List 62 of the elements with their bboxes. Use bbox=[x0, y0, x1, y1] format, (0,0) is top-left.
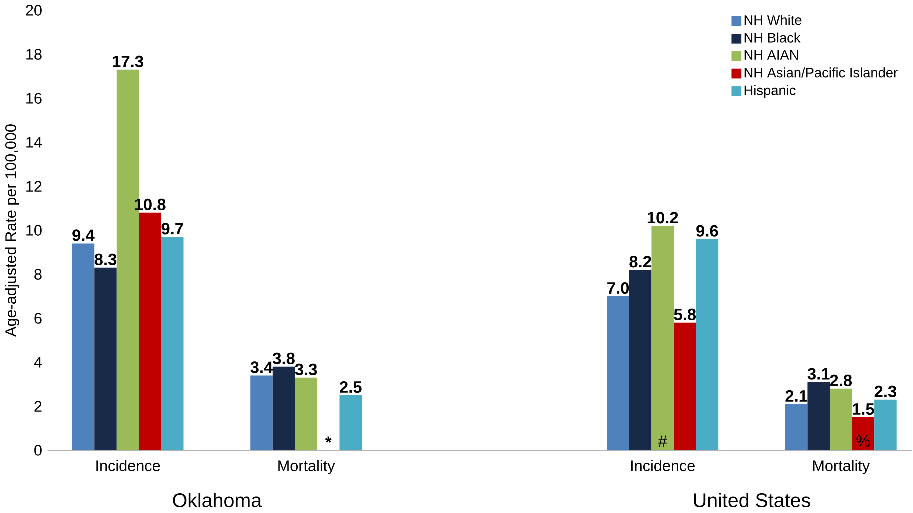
data-label: 2.5 bbox=[340, 382, 362, 394]
data-label: 1.5 bbox=[853, 404, 874, 416]
bar bbox=[696, 239, 719, 451]
bar bbox=[340, 396, 362, 451]
y-tick-label: 10 bbox=[26, 225, 42, 236]
data-label: 3.8 bbox=[273, 353, 295, 365]
legend-label: NH White bbox=[744, 15, 802, 26]
bar bbox=[785, 404, 808, 451]
data-label: 2.8 bbox=[830, 375, 852, 387]
data-label: 2.1 bbox=[786, 390, 808, 402]
data-label: 3.1 bbox=[808, 368, 830, 380]
y-tick-label: 8 bbox=[34, 269, 42, 280]
bar bbox=[874, 400, 897, 451]
legend-label: NH Black bbox=[744, 32, 801, 44]
data-label: 9.7 bbox=[162, 223, 184, 235]
data-label: 10.2 bbox=[648, 212, 678, 224]
bar bbox=[161, 237, 184, 451]
data-label: 8.2 bbox=[630, 256, 652, 268]
y-tick-label: 20 bbox=[26, 5, 42, 16]
text: Oklahoma bbox=[173, 493, 262, 508]
bar bbox=[629, 270, 652, 451]
bar bbox=[272, 367, 296, 451]
bar bbox=[250, 376, 273, 451]
annotation: # bbox=[658, 436, 668, 448]
y-tick-label: 14 bbox=[26, 137, 42, 148]
x-tick-label: Mortality bbox=[278, 460, 336, 475]
annotation: % bbox=[856, 436, 870, 448]
y-tick-label: 18 bbox=[26, 49, 42, 60]
data-label: 2.3 bbox=[874, 386, 897, 398]
text: * bbox=[325, 436, 332, 444]
legend-label: NH AIAN bbox=[744, 50, 798, 60]
data-label: 7.0 bbox=[608, 282, 630, 294]
data-label: 9.4 bbox=[72, 230, 95, 242]
bar bbox=[674, 323, 696, 451]
bar bbox=[295, 378, 318, 451]
y-tick-label: 4 bbox=[34, 357, 42, 368]
legend-label: NH Asian/Pacific Islander bbox=[744, 68, 898, 78]
x-tick-label: Mortality bbox=[813, 460, 870, 475]
bar bbox=[852, 418, 875, 451]
legend-label: Hispanic bbox=[744, 86, 796, 98]
bar bbox=[607, 296, 630, 451]
y-axis-title: Age-adjusted Rate per 100,000 bbox=[5, 124, 20, 338]
data-label: 3.4 bbox=[250, 362, 274, 374]
bar bbox=[830, 389, 852, 451]
y-tick-label: 6 bbox=[34, 313, 42, 324]
bar bbox=[94, 268, 117, 451]
y-tick-label: 16 bbox=[26, 93, 42, 104]
data-label: 9.6 bbox=[696, 225, 718, 238]
data-label: 3.3 bbox=[295, 364, 318, 376]
bar bbox=[139, 213, 162, 451]
bar bbox=[808, 382, 830, 451]
bar bbox=[72, 244, 95, 451]
y-tick-label: 0 bbox=[34, 445, 42, 456]
x-tick-label: Incidence bbox=[631, 460, 695, 472]
bar bbox=[652, 226, 674, 451]
y-tick-label: 2 bbox=[34, 401, 42, 412]
data-label: 5.8 bbox=[674, 309, 696, 321]
data-label: 8.3 bbox=[94, 254, 117, 266]
data-label: 17.3 bbox=[113, 56, 144, 68]
text: United States bbox=[694, 493, 810, 508]
x-tick-label: Incidence bbox=[96, 460, 160, 472]
y-tick-label: 12 bbox=[26, 181, 42, 192]
